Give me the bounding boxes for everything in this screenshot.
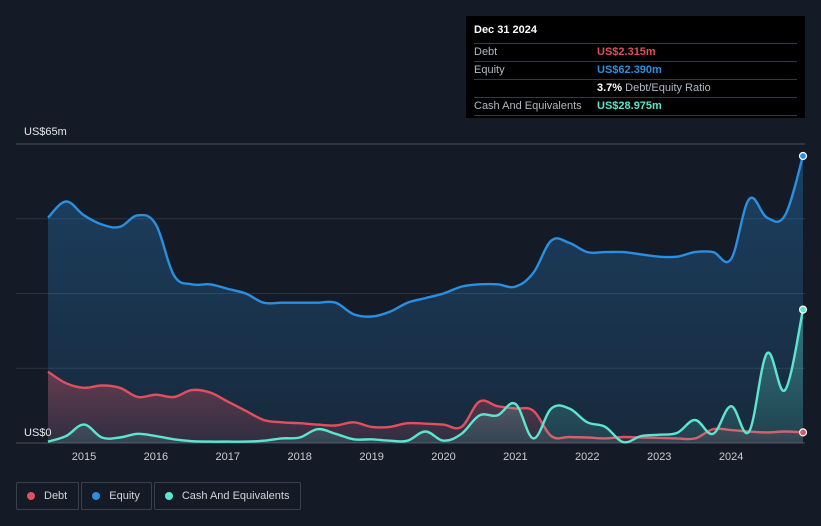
series-layer <box>47 151 808 444</box>
x-tick-label: 2016 <box>144 451 168 463</box>
tooltip-cash-label: Cash And Equivalents <box>474 100 582 112</box>
x-tick-label: 2017 <box>216 451 240 463</box>
tooltip-row-equity: Equity US$62.390m <box>474 61 797 79</box>
x-tick-label: 2020 <box>431 451 455 463</box>
y-axis-bottom-label: US$0 <box>24 427 52 439</box>
cash-dot-icon <box>164 492 173 500</box>
legend: Debt Equity Cash And Equivalents <box>16 482 303 510</box>
tooltip-debt-label: Debt <box>474 46 498 58</box>
cash-and-equivalents-end-point <box>798 305 808 314</box>
cash-and-equivalents-area <box>48 309 803 443</box>
equity-area <box>48 156 803 443</box>
tooltip-date: Dec 31 2024 <box>474 24 537 36</box>
x-tick-label: 2021 <box>503 451 527 463</box>
y-axis-top-label: US$65m <box>24 126 67 138</box>
tooltip-equity-value: US$62.390m <box>597 64 662 76</box>
tooltip-cash-value: US$28.975m <box>597 100 662 112</box>
tooltip-ratio-label-spacer <box>474 80 597 97</box>
x-tick-label: 2019 <box>359 451 383 463</box>
debt-dot-icon <box>27 492 35 500</box>
x-tick-label: 2022 <box>575 451 599 463</box>
x-tick-label: 2024 <box>719 451 743 463</box>
x-tick-label: 2023 <box>647 451 671 463</box>
tooltip-ratio-value: 3.7% <box>597 82 623 94</box>
tooltip-debt-value: US$2.315m <box>597 46 656 58</box>
legend-debt-label: Debt <box>44 490 68 502</box>
tooltip: Dec 31 2024 Debt US$2.315m Equity US$62.… <box>466 16 805 118</box>
tooltip-equity-label: Equity <box>474 64 505 76</box>
cash-and-equivalents-line <box>47 309 805 444</box>
legend-item-cash[interactable]: Cash And Equivalents <box>153 482 302 510</box>
x-tick-label: 2015 <box>72 451 96 463</box>
legend-equity-label: Equity <box>109 490 140 502</box>
legend-cash-label: Cash And Equivalents <box>181 490 290 502</box>
tooltip-row-cash: Cash And Equivalents US$28.975m <box>474 97 797 116</box>
debt-area <box>48 371 803 443</box>
tooltip-row-debt: Debt US$2.315m <box>474 43 797 61</box>
equity-dot-icon <box>92 492 101 500</box>
tooltip-ratio-text: Debt/Equity Ratio <box>625 82 711 94</box>
x-tick-label: 2018 <box>287 451 311 463</box>
tooltip-row-ratio: 3.7% Debt/Equity Ratio <box>474 79 797 97</box>
legend-item-debt[interactable]: Debt <box>16 482 80 510</box>
legend-item-equity[interactable]: Equity <box>81 482 152 510</box>
axis-layer: US$65m US$0 2015 2016 2017 2018 2019 2020 2021… <box>24 126 743 463</box>
equity-end-point <box>798 151 808 161</box>
equity-line <box>47 155 805 318</box>
